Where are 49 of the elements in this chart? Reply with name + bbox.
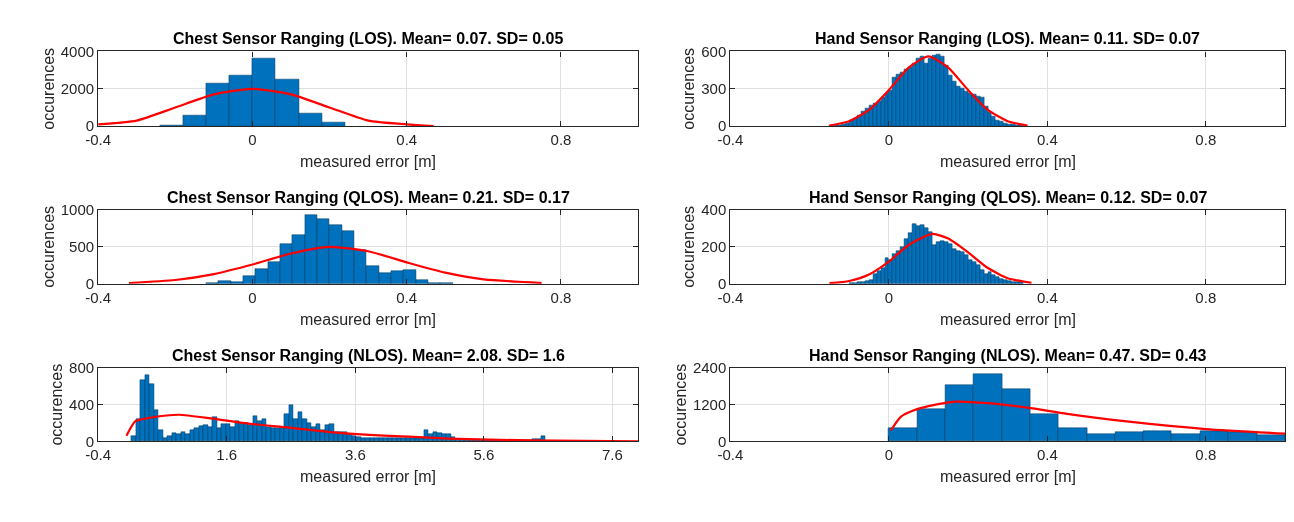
chart-title: Chest Sensor Ranging (LOS). Mean= 0.07. SD= 0.05 [173,30,564,47]
x-tick-label: 7.6 [601,446,623,464]
chart-title: Hand Sensor Ranging (QLOS). Mean= 0.12. SD= 0.07 [809,189,1208,206]
y-axis-title: occurences [671,363,689,446]
x-axis-title: measured error [m] [940,468,1077,485]
y-tick-label: 2400 [692,359,727,377]
y-tick-label: 500 [69,238,95,256]
chart-title: Chest Sensor Ranging (NLOS). Mean= 2.08. SD= 1.6 [172,347,566,364]
x-axis-title: measured error [m] [300,311,437,328]
x-axis-title: measured error [m] [940,153,1077,170]
x-axis-title: measured error [m] [940,311,1077,328]
x-tick-label: 1.6 [216,446,238,464]
x-tick-label: 0.8 [1195,288,1217,306]
chart-title: Hand Sensor Ranging (LOS). Mean= 0.11. SD= 0.07 [815,30,1201,47]
x-tick-label: 5.6 [473,446,495,464]
x-tick-label: 0 [248,131,257,149]
y-tick-label: 400 [701,201,727,219]
y-tick-label: 600 [701,42,727,60]
x-tick-label: 0.8 [550,131,572,149]
chart-title: Hand Sensor Ranging (NLOS). Mean= 0.47. SD= 0.43 [809,347,1207,364]
x-tick-label: 0.4 [1036,288,1058,306]
x-tick-label: 0.4 [396,131,418,149]
y-tick-label: 1000 [60,201,95,219]
x-tick-label: 0.8 [1195,131,1217,149]
x-tick-label: 0.8 [550,288,572,306]
x-tick-label: 0.4 [1036,446,1058,464]
y-tick-label: 2000 [60,80,95,98]
x-tick-label: 3.6 [344,446,366,464]
y-tick-label: 200 [701,238,727,256]
y-axis-title: occurences [39,205,57,288]
y-axis-title: occurences [680,47,698,130]
x-axis-title: measured error [m] [300,468,437,485]
chart-title: Chest Sensor Ranging (QLOS). Mean= 0.21. SD= 0.17 [167,189,570,206]
x-tick-label: 0 [248,288,257,306]
y-tick-label: 400 [69,395,95,413]
x-tick-label: 0 [884,446,894,464]
x-axis-title: measured error [m] [300,153,437,170]
x-tick-label: 0.4 [396,288,418,306]
y-axis-title: occurences [47,363,65,446]
y-axis-title: occurences [680,205,698,288]
y-axis-title: occurences [39,47,57,130]
y-tick-label: 4000 [60,42,95,60]
x-tick-label: 0 [884,131,894,149]
y-tick-label: 1200 [692,395,727,413]
x-tick-label: 0 [884,288,894,306]
y-tick-label: 300 [701,80,727,98]
x-tick-label: 0.8 [1195,446,1217,464]
y-tick-label: 800 [69,359,95,377]
x-tick-label: 0.4 [1036,131,1058,149]
